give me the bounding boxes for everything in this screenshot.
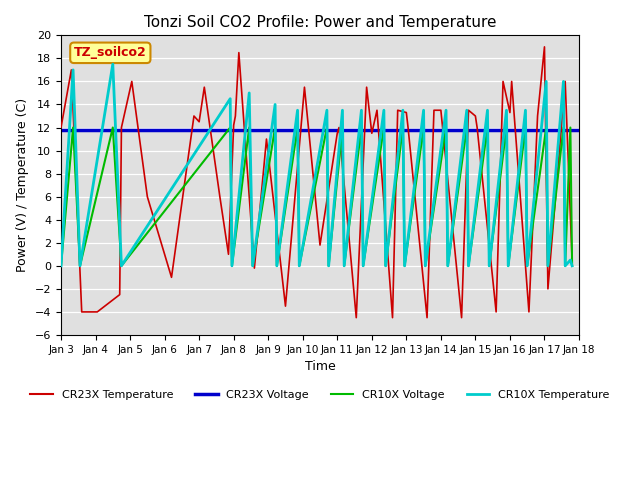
Legend: CR23X Temperature, CR23X Voltage, CR10X Voltage, CR10X Temperature: CR23X Temperature, CR23X Voltage, CR10X … <box>26 385 614 404</box>
Text: TZ_soilco2: TZ_soilco2 <box>74 46 147 60</box>
Title: Tonzi Soil CO2 Profile: Power and Temperature: Tonzi Soil CO2 Profile: Power and Temper… <box>144 15 496 30</box>
Y-axis label: Power (V) / Temperature (C): Power (V) / Temperature (C) <box>16 98 29 272</box>
X-axis label: Time: Time <box>305 360 335 373</box>
